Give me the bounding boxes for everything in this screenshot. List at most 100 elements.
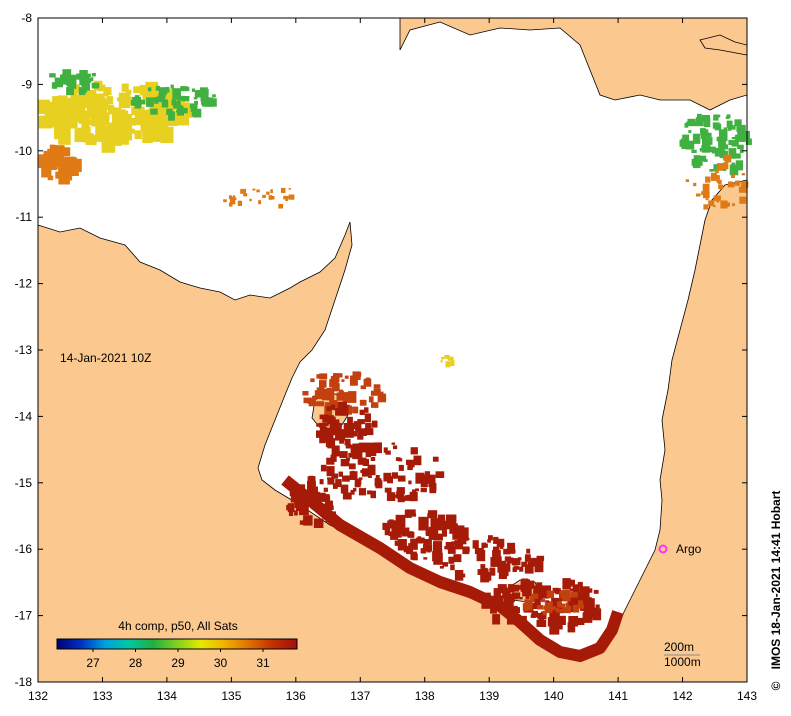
sst-pixel <box>233 195 236 198</box>
sst-pixel <box>705 132 712 138</box>
lon-tick-label: 138 <box>415 689 435 703</box>
sst-pixel <box>493 536 499 544</box>
sst-pixel <box>287 503 295 513</box>
sst-pixel <box>682 134 690 142</box>
lon-tick-label: 134 <box>157 689 177 703</box>
sst-pixel <box>342 475 350 482</box>
argo-marker-icon <box>658 544 668 554</box>
sst-pixel <box>359 399 367 406</box>
sst-pixel <box>126 123 132 129</box>
sst-pixel <box>373 384 381 389</box>
sst-pixel <box>739 124 746 132</box>
sst-pixel <box>549 624 555 631</box>
sst-pixel <box>540 611 547 620</box>
sst-pixel <box>507 584 515 593</box>
sst-pixel <box>723 162 729 170</box>
sst-pixel <box>595 604 600 610</box>
sst-pixel <box>732 203 735 206</box>
sst-pixel <box>397 475 406 482</box>
sst-pixel <box>212 94 216 98</box>
sst-pixel <box>153 97 158 102</box>
sst-pixel <box>152 113 161 126</box>
sst-pixel <box>511 592 521 599</box>
sst-pixel <box>583 593 590 598</box>
sst-pixel <box>524 603 533 611</box>
sst-pixel <box>47 175 54 181</box>
sst-pixel <box>150 120 163 129</box>
sst-pixel <box>527 561 532 566</box>
sst-pixel <box>162 94 166 97</box>
sst-pixel <box>503 563 511 572</box>
sst-pixel <box>706 137 713 145</box>
sst-pixel <box>322 422 329 427</box>
lon-tick-label: 133 <box>92 689 112 703</box>
sst-pixel <box>572 584 579 594</box>
sst-pixel <box>319 380 327 388</box>
timestamp-label: 14-Jan-2021 10Z <box>60 351 151 365</box>
sst-pixel <box>578 596 587 602</box>
sst-pixel <box>353 421 362 430</box>
sst-pixel <box>149 83 159 93</box>
sst-pixel <box>419 473 425 479</box>
sst-pixel <box>154 99 159 104</box>
sst-pixel <box>74 128 86 143</box>
sst-pixel <box>708 146 716 152</box>
sst-pixel <box>166 102 176 110</box>
sst-pixel <box>84 133 94 143</box>
sst-pixel <box>339 439 344 444</box>
sst-pixel <box>364 413 371 423</box>
sst-pixel <box>716 136 722 142</box>
axis-ticks: 132 133 134 135 136 137 138 139 140 141 142 143 -8 -9… <box>15 11 758 703</box>
sst-pixel <box>349 471 358 480</box>
lat-tick-label: -8 <box>21 11 32 25</box>
sst-pixel <box>168 111 175 121</box>
colorbar-title: 4h comp, p50, All Sats <box>118 619 237 633</box>
sst-pixel <box>133 101 140 106</box>
colorbar-tick-label: 28 <box>129 656 143 670</box>
sst-pixel <box>531 610 538 618</box>
sst-pixel <box>185 86 190 92</box>
sst-pixel <box>534 560 544 573</box>
sst-pixel <box>364 407 369 413</box>
sst-pixel <box>223 199 227 203</box>
sst-pixel <box>281 187 286 193</box>
sst-pixel <box>120 136 129 145</box>
sst-pixel <box>76 73 85 80</box>
sst-pixel <box>108 106 115 115</box>
sst-pixel <box>445 361 451 368</box>
sst-pixel <box>492 550 501 561</box>
sst-pixel <box>62 69 72 77</box>
sst-pixel <box>493 546 500 551</box>
sst-pixel <box>47 148 59 161</box>
sst-pixel <box>106 96 114 104</box>
sst-pixel <box>407 465 413 471</box>
sst-pixel <box>41 163 52 178</box>
sst-pixel <box>714 147 723 157</box>
sst-pixel <box>114 137 122 146</box>
sst-pixel <box>171 99 177 106</box>
sst-pixel <box>327 416 336 425</box>
sst-pixel <box>331 445 340 457</box>
sst-pixel <box>526 548 531 554</box>
sst-pixel <box>555 608 562 613</box>
sst-pixel <box>316 374 322 379</box>
sst-pixel <box>382 522 390 530</box>
sst-pixel <box>702 183 710 192</box>
sst-pixel <box>579 586 590 597</box>
sst-pixel <box>423 474 428 481</box>
sst-pixel <box>739 196 747 204</box>
sst-pixel <box>90 99 105 114</box>
sst-pixel <box>448 362 455 367</box>
sst-pixel <box>330 404 336 410</box>
sst-pixel <box>193 97 198 100</box>
depth-legend-1000m: 1000m <box>664 655 701 669</box>
sst-pixel <box>342 492 352 500</box>
sst-pixel <box>454 525 465 535</box>
sst-pixel <box>695 120 704 127</box>
sst-pixel <box>147 87 152 92</box>
sst-pixel <box>702 137 709 144</box>
sst-pixel <box>575 592 585 599</box>
sst-pixel <box>490 557 499 567</box>
sst-pixel <box>709 169 714 172</box>
sst-pixel <box>570 601 576 605</box>
